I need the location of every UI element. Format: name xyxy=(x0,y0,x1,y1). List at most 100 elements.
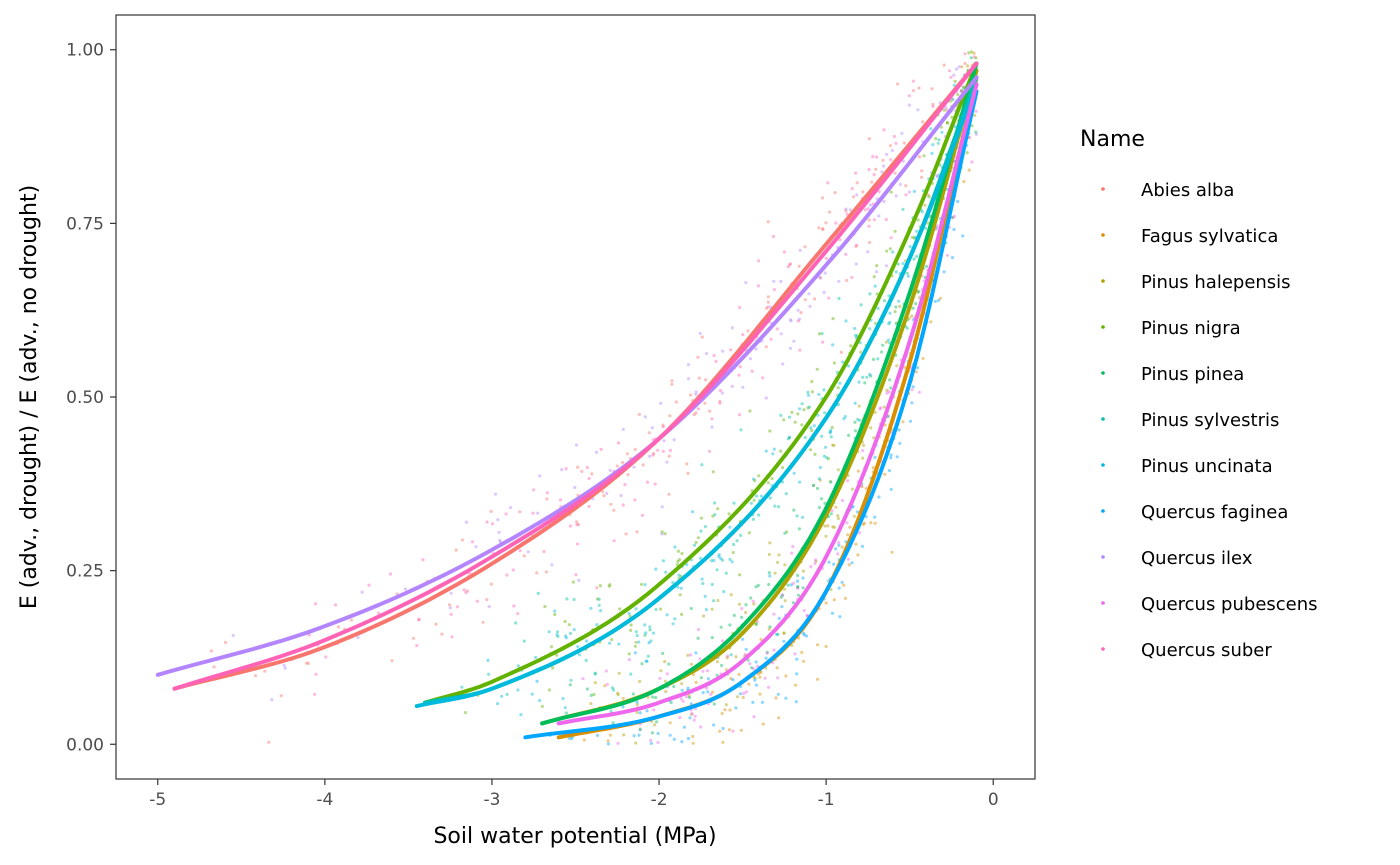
scatter-point xyxy=(691,741,695,745)
scatter-point xyxy=(712,723,716,727)
scatter-point xyxy=(485,598,489,602)
scatter-point xyxy=(711,599,716,603)
scatter-point xyxy=(564,467,568,471)
scatter-point xyxy=(772,447,776,451)
scatter-point xyxy=(536,511,540,515)
scatter-point xyxy=(434,622,438,626)
scatter-point xyxy=(616,691,620,695)
scatter-point xyxy=(747,531,752,535)
scatter-point xyxy=(731,550,735,555)
scatter-point xyxy=(773,571,777,575)
scatter-point xyxy=(605,491,609,496)
scatter-point xyxy=(815,677,820,681)
scatter-point xyxy=(871,155,875,159)
scatter-point xyxy=(693,714,697,718)
scatter-point xyxy=(889,158,893,162)
scatter-point xyxy=(894,305,898,309)
scatter-point xyxy=(862,521,867,525)
scatter-point xyxy=(692,673,696,677)
scatter-point xyxy=(640,513,645,517)
scatter-point xyxy=(771,234,776,239)
scatter-point xyxy=(821,227,825,232)
scatter-point xyxy=(718,399,722,404)
scatter-point xyxy=(283,666,287,670)
scatter-point xyxy=(267,740,271,744)
scatter-point xyxy=(585,465,590,470)
scatter-point xyxy=(942,63,946,67)
scatter-point xyxy=(465,589,469,593)
scatter-point xyxy=(790,410,794,414)
scatter-point xyxy=(832,562,836,566)
scatter-point xyxy=(708,449,712,453)
scatter-point xyxy=(710,582,714,587)
scatter-point xyxy=(720,558,725,562)
scatter-point xyxy=(732,613,736,618)
scatter-point xyxy=(856,417,860,421)
scatter-point xyxy=(923,203,927,207)
scatter-point xyxy=(532,488,536,492)
scatter-point xyxy=(837,541,841,545)
scatter-point xyxy=(859,303,863,307)
scatter-point xyxy=(888,247,892,251)
legend-label: Quercus ilex xyxy=(1141,548,1253,569)
fit-curve xyxy=(172,61,979,691)
scatter-point xyxy=(846,479,850,483)
scatter-point xyxy=(715,660,720,664)
scatter-point xyxy=(629,672,633,676)
scatter-point xyxy=(616,441,621,445)
scatter-point xyxy=(907,103,912,107)
scatter-point xyxy=(889,190,893,194)
scatter-point xyxy=(953,79,957,83)
scatter-point xyxy=(828,431,832,435)
scatter-point xyxy=(679,697,683,701)
scatter-point xyxy=(822,290,826,294)
scatter-point xyxy=(865,375,869,379)
scatter-point xyxy=(831,343,835,347)
scatter-point xyxy=(836,552,840,556)
scatter-point xyxy=(775,666,779,670)
scatter-point xyxy=(767,627,771,631)
scatter-point xyxy=(781,593,785,597)
scatter-point xyxy=(854,171,858,175)
scatter-point xyxy=(673,545,677,549)
scatter-point xyxy=(959,89,963,94)
legend-title: Name xyxy=(1080,127,1145,152)
scatter-point xyxy=(658,676,662,681)
scatter-point xyxy=(759,494,764,498)
scatter-point xyxy=(671,622,675,626)
scatter-point xyxy=(567,736,571,740)
scatter-point xyxy=(694,680,698,685)
scatter-point xyxy=(848,208,852,212)
scatter-point xyxy=(952,73,956,77)
scatter-point xyxy=(660,505,664,509)
scatter-point xyxy=(649,738,653,743)
scatter-point xyxy=(836,516,841,521)
scatter-point xyxy=(756,583,760,588)
scatter-point xyxy=(764,396,768,400)
scatter-point xyxy=(686,736,691,741)
scatter-point xyxy=(728,557,732,562)
scatter-point xyxy=(845,212,849,216)
scatter-point xyxy=(698,331,702,336)
scatter-point xyxy=(549,645,554,649)
scatter-point xyxy=(403,587,407,591)
scatter-point xyxy=(807,292,811,296)
scatter-point xyxy=(782,639,786,643)
fit-curve xyxy=(423,61,979,705)
scatter-point xyxy=(498,538,502,542)
scatter-point xyxy=(772,279,776,283)
scatter-point xyxy=(608,733,612,737)
scatter-point xyxy=(544,570,549,574)
scatter-point xyxy=(764,306,769,310)
scatter-point xyxy=(942,270,946,274)
scatter-point xyxy=(839,350,844,354)
scatter-point xyxy=(772,648,776,652)
scatter-point xyxy=(897,299,901,303)
scatter-point xyxy=(813,561,817,566)
scatter-point xyxy=(788,346,793,350)
scatter-point xyxy=(833,191,837,195)
scatter-point xyxy=(710,425,714,429)
scatter-point xyxy=(496,518,500,522)
scatter-point xyxy=(727,512,731,516)
scatter-point xyxy=(768,429,772,433)
